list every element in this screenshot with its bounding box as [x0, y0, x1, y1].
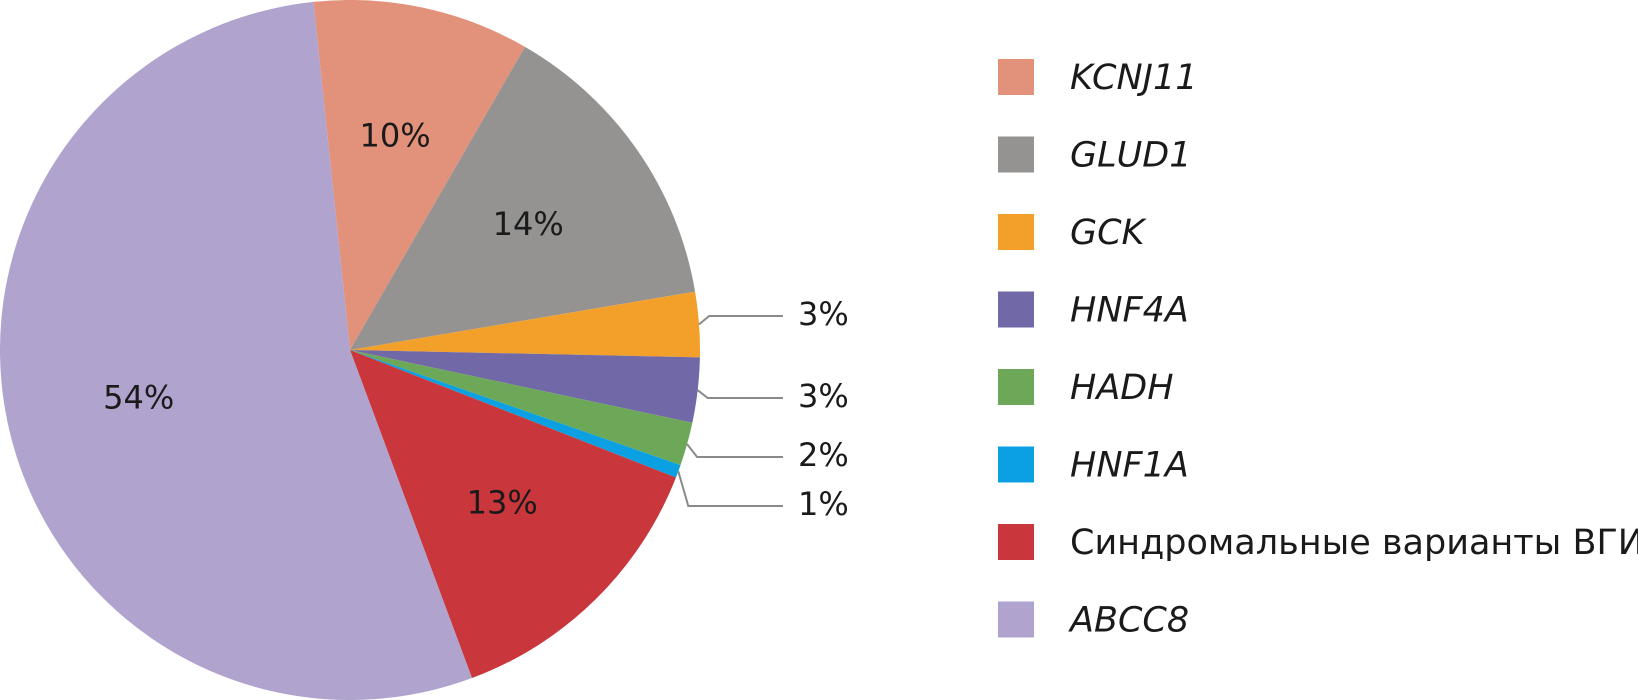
- legend-swatch-синдромальные-варианты-вги: [998, 524, 1034, 560]
- legend-label-hadh: HADH: [1070, 368, 1174, 408]
- callout-label-gck: 3%: [798, 295, 849, 333]
- legend-swatch-gck: [998, 214, 1034, 250]
- callout-line-hnf1a: [677, 471, 783, 507]
- pie-slice-hadh: [350, 350, 693, 466]
- legend-swatch-hnf1a: [998, 446, 1034, 483]
- callout-label-hnf4a: 3%: [798, 377, 849, 415]
- pie-label-glud1: 14%: [493, 205, 564, 243]
- pie-label-синдромальные-варианты-вги: 13%: [467, 484, 538, 522]
- legend-swatch-glud1: [998, 136, 1034, 173]
- legend-item-hnf4a: HNF4A: [998, 291, 1189, 331]
- legend-swatch-abcc8: [998, 601, 1034, 638]
- pie-label-kcnj11: 10%: [360, 117, 431, 155]
- legend-label-gck: GCK: [1070, 213, 1148, 253]
- callout-label-hadh: 2%: [798, 436, 849, 474]
- callout-line-hadh: [686, 443, 783, 458]
- legend-item-gck: GCK: [998, 213, 1148, 253]
- pie-slice-abcc8: [0, 1, 472, 700]
- pie-slice-gck: [350, 291, 700, 358]
- legend-item-hnf1a: HNF1A: [998, 446, 1189, 486]
- legend-item-glud1: GLUD1: [998, 136, 1191, 176]
- legend-label-kcnj11: KCNJ11: [1070, 58, 1198, 98]
- legend-label-glud1: GLUD1: [1070, 136, 1191, 176]
- callout-line-hnf4a: [697, 389, 783, 399]
- pie-slice-hnf4a: [350, 350, 700, 423]
- legend: KCNJ11 GLUD1 GCK HNF4A HADH HNF1A Синдромальны…: [998, 58, 1638, 641]
- pie-slices: [0, 0, 700, 700]
- callout-line-gck: [698, 315, 783, 326]
- legend-item-kcnj11: KCNJ11: [998, 58, 1198, 98]
- pie-slice-glud1: [350, 46, 696, 350]
- legend-swatch-kcnj11: [998, 59, 1034, 95]
- legend-label-синдромальные-варианты-вги: Синдромальные варианты ВГИ: [1070, 523, 1638, 563]
- legend-item-hadh: HADH: [998, 368, 1174, 408]
- legend-label-abcc8: ABCC8: [1068, 601, 1189, 641]
- pie-slice-синдромальные-варианты-вги: [350, 350, 676, 679]
- callout-leader-lines: [677, 315, 783, 507]
- pie-slice-hnf1a: [350, 350, 681, 478]
- pie-percent-labels: 10% 14% 3% 3% 2% 1% 13% 54%: [103, 117, 849, 523]
- pie-label-abcc8: 54%: [103, 379, 174, 417]
- legend-item-abcc8: ABCC8: [998, 601, 1189, 641]
- legend-swatch-hadh: [998, 369, 1034, 405]
- legend-label-hnf4a: HNF4A: [1070, 291, 1189, 331]
- legend-label-hnf1a: HNF1A: [1070, 446, 1189, 486]
- legend-item-синдромальные-варианты-вги: Синдромальные варианты ВГИ: [998, 523, 1638, 563]
- pie-slice-kcnj11: [313, 0, 525, 351]
- callout-label-hnf1a: 1%: [798, 485, 849, 523]
- legend-swatch-hnf4a: [998, 291, 1034, 328]
